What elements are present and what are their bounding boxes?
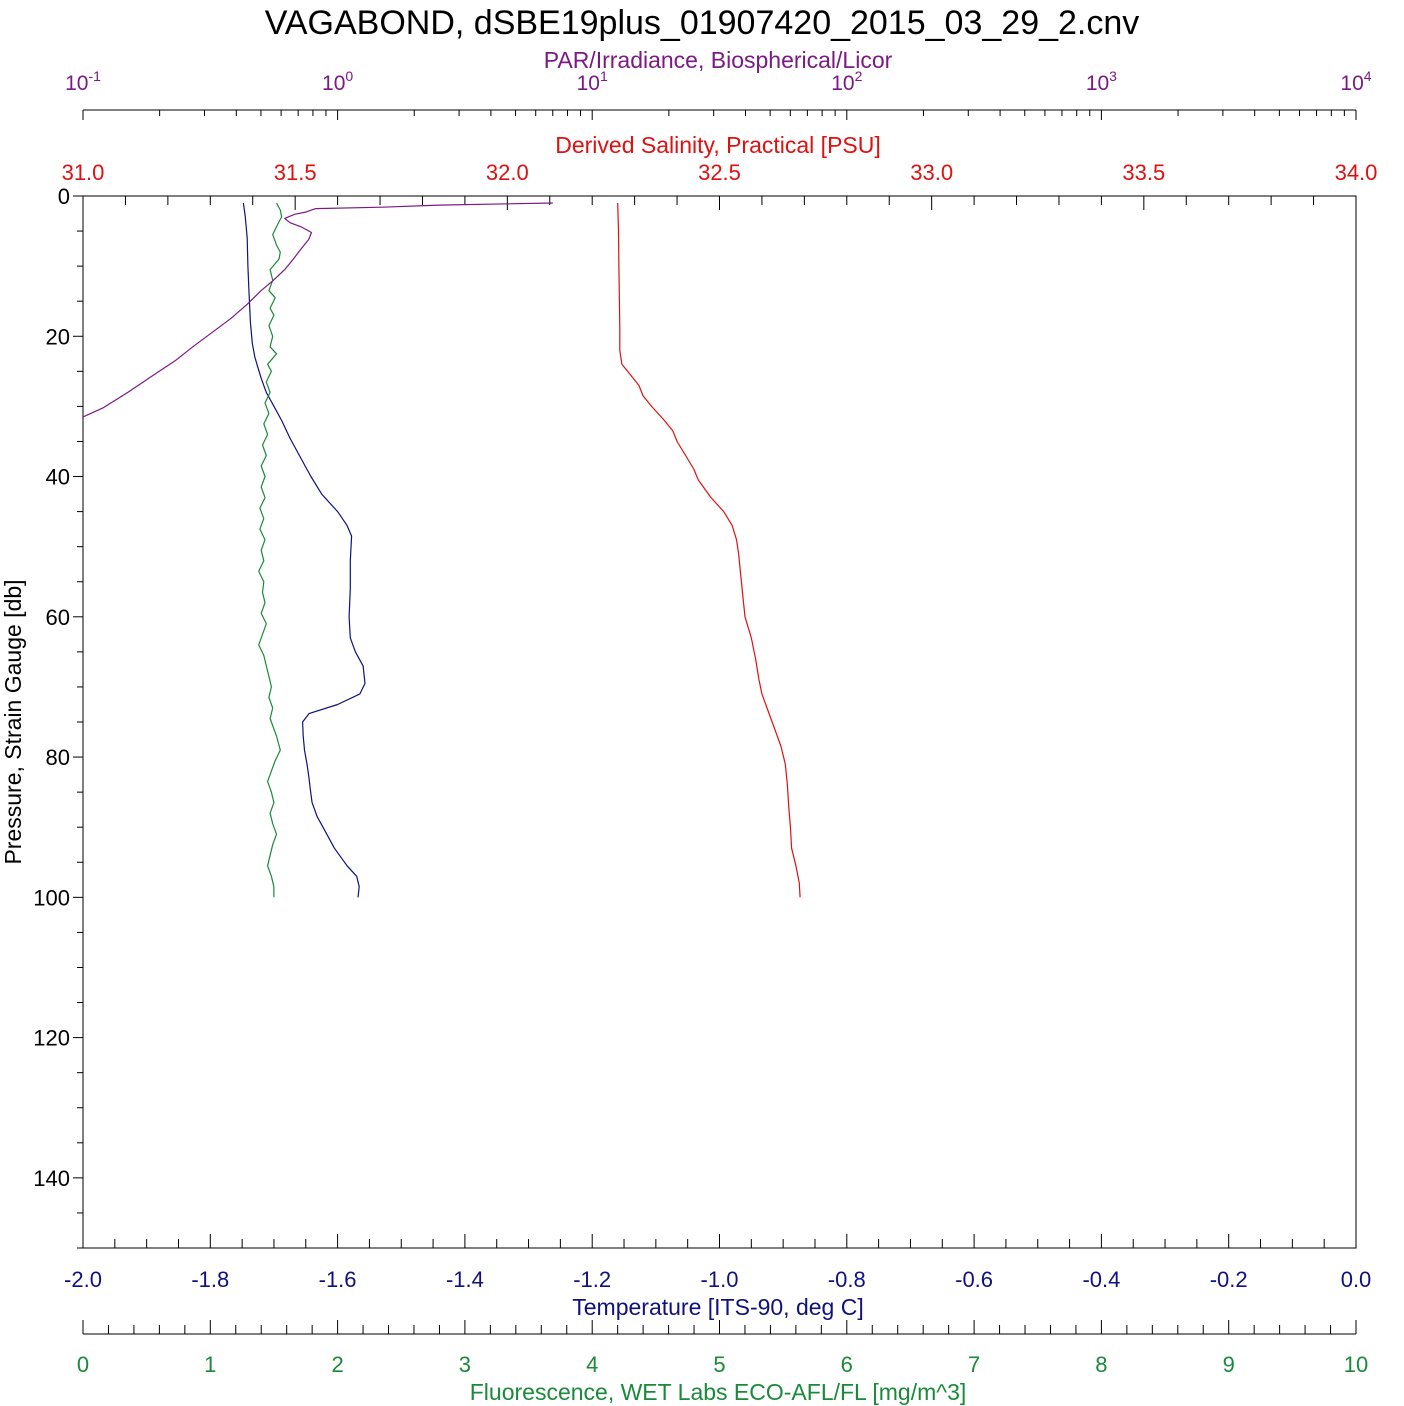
temperature-tick-label: -2.0 [64,1267,102,1292]
fluorescence-tick-label: 0 [77,1352,89,1377]
pressure-tick-label: 140 [33,1166,70,1191]
temperature-profile-line [242,202,366,898]
chart-title: VAGABOND, dSBE19plus_01907420_2015_03_29… [265,4,1140,42]
temperature-tick-label: 0.0 [1341,1267,1372,1292]
salinity-profile-line [617,202,801,898]
par-tick-label: 101 [577,68,608,95]
par-tick-label: 103 [1086,68,1117,95]
par-profile-line [82,202,553,418]
temperature-tick-label: -1.4 [446,1267,484,1292]
par-axis-label: PAR/Irradiance, Biospherical/Licor [544,47,893,73]
pressure-tick-label: 0 [58,184,70,209]
pressure-tick-label: 20 [46,324,70,349]
temperature-tick-label: -1.6 [319,1267,357,1292]
pressure-tick-label: 40 [46,465,70,490]
temperature-tick-label: -1.0 [701,1267,739,1292]
par-tick-label: 104 [1340,68,1371,95]
fluorescence-axis-label: Fluorescence, WET Labs ECO-AFL/FL [mg/m^… [470,1379,967,1405]
salinity-tick-label: 34.0 [1335,160,1378,185]
fluorescence-tick-label: 4 [586,1352,598,1377]
pressure-tick-label: 100 [33,885,70,910]
temperature-tick-label: -0.6 [955,1267,993,1292]
fluorescence-tick-label: 1 [204,1352,216,1377]
fluorescence-tick-label: 3 [459,1352,471,1377]
fluorescence-tick-label: 7 [968,1352,980,1377]
temperature-tick-label: -0.8 [828,1267,866,1292]
salinity-tick-label: 31.5 [274,160,317,185]
salinity-tick-label: 32.0 [486,160,529,185]
temperature-tick-label: -0.4 [1082,1267,1120,1292]
fluorescence-tick-label: 10 [1344,1352,1368,1377]
pressure-tick-label: 60 [46,605,70,630]
fluorescence-tick-label: 8 [1095,1352,1107,1377]
fluorescence-profile-line [258,202,283,898]
pressure-tick-label: 80 [46,745,70,770]
fluorescence-tick-label: 2 [331,1352,343,1377]
pressure-axis-label: Pressure, Strain Gauge [db] [0,579,26,864]
salinity-tick-label: 33.5 [1122,160,1165,185]
fluorescence-tick-label: 6 [841,1352,853,1377]
par-tick-label: 10-1 [65,68,101,95]
fluorescence-tick-label: 5 [713,1352,725,1377]
salinity-axis-label: Derived Salinity, Practical [PSU] [555,132,881,158]
par-tick-label: 100 [322,68,353,95]
par-tick-label: 102 [831,68,862,95]
temperature-tick-label: -1.2 [573,1267,611,1292]
temperature-axis-label: Temperature [ITS-90, deg C] [572,1294,863,1320]
fluorescence-tick-label: 9 [1223,1352,1235,1377]
pressure-tick-label: 120 [33,1026,70,1051]
salinity-tick-label: 33.0 [910,160,953,185]
temperature-tick-label: -0.2 [1210,1267,1248,1292]
salinity-tick-label: 32.5 [698,160,741,185]
temperature-tick-label: -1.8 [191,1267,229,1292]
salinity-tick-label: 31.0 [62,160,105,185]
